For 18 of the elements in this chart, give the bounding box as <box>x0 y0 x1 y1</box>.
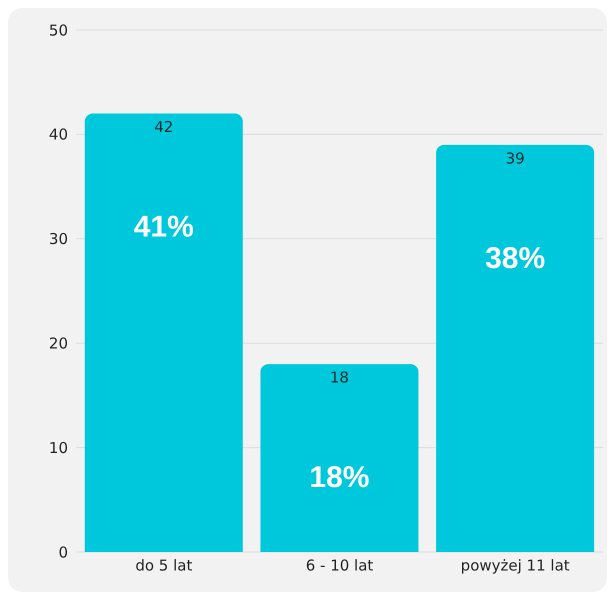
bar <box>436 144 594 552</box>
annotation: 41% <box>134 210 194 244</box>
annotation: 18% <box>309 461 370 494</box>
x-tick-label: 6 - 10 lat <box>306 556 374 575</box>
x-tick-label: powyżej 11 lat <box>460 556 570 575</box>
x-tick-label: do 5 lat <box>135 556 192 575</box>
y-tick-label: 10 <box>48 438 68 457</box>
y-tick-label: 20 <box>48 334 68 353</box>
y-tick-label: 40 <box>48 126 68 144</box>
bar <box>260 364 418 552</box>
annotation: 38% <box>485 242 546 275</box>
y-tick-label: 30 <box>48 230 68 248</box>
data-label: 42 <box>154 118 174 136</box>
y-tick-label: 50 <box>48 21 68 40</box>
data-label: 18 <box>330 368 349 387</box>
y-tick-label: 0 <box>58 543 68 562</box>
data-label: 39 <box>506 149 525 168</box>
bar <box>84 114 243 552</box>
